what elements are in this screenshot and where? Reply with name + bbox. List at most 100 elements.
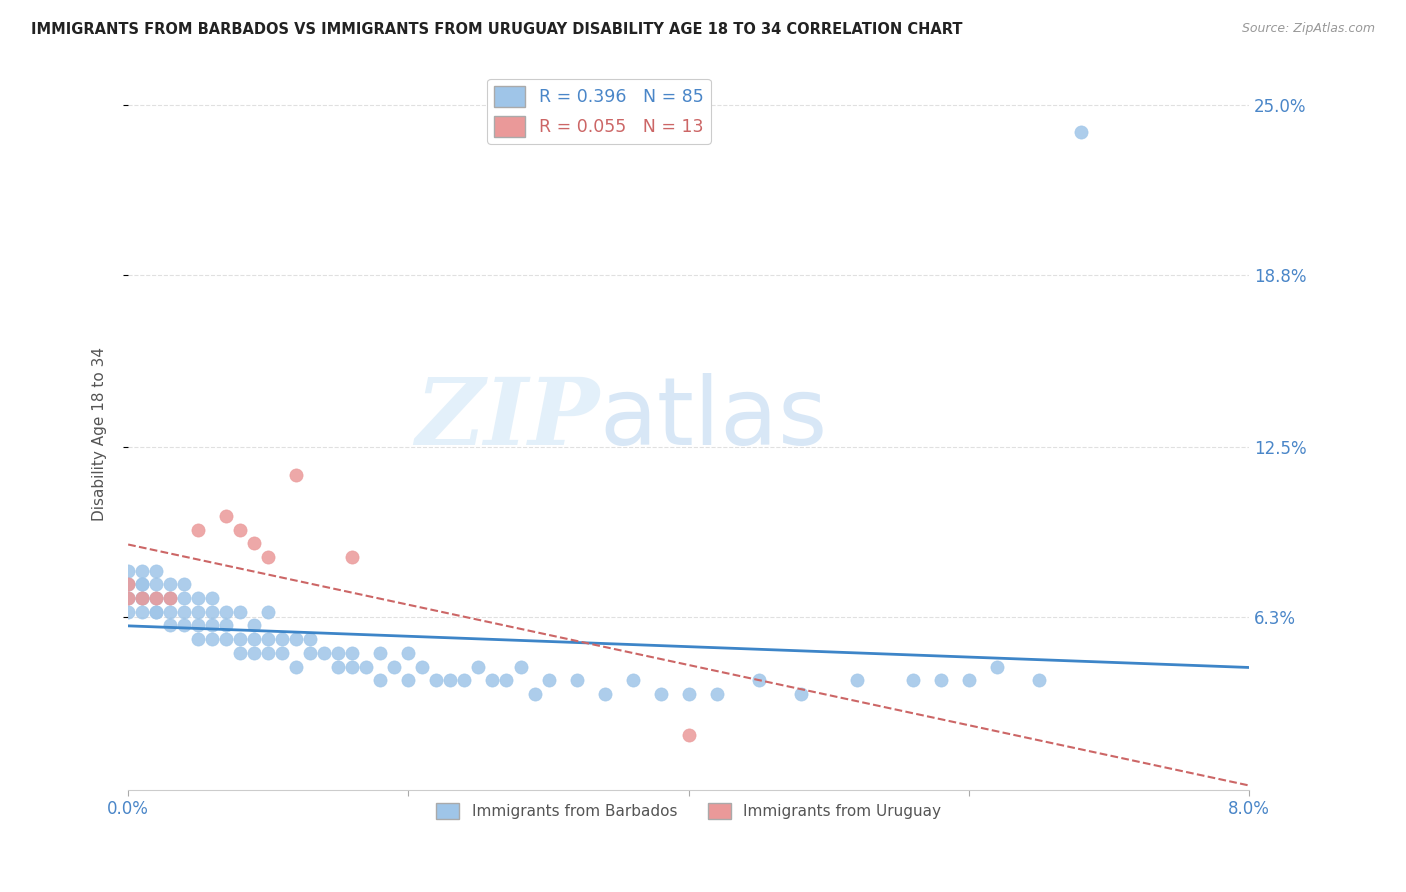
Point (523, 687, 546, 701)
Point (396, 646, 419, 660)
Point (748, 673, 770, 688)
Point (271, 646, 294, 660)
Point (173, 591, 195, 606)
Point (678, 687, 700, 701)
Point (229, 605, 252, 619)
Point (145, 591, 167, 606)
Point (1028, 673, 1050, 688)
Point (621, 673, 644, 688)
Point (215, 605, 238, 619)
Point (370, 646, 392, 660)
Point (201, 632, 224, 647)
Point (159, 577, 181, 591)
Point (131, 605, 153, 619)
Point (159, 605, 181, 619)
Point (229, 523, 252, 537)
Point (342, 549, 364, 564)
Point (215, 508, 238, 523)
Point (173, 577, 195, 591)
Point (328, 659, 350, 673)
Point (299, 646, 322, 660)
Point (243, 618, 266, 632)
Point (565, 673, 588, 688)
Point (706, 687, 728, 701)
Point (342, 646, 364, 660)
Point (396, 673, 419, 688)
Point (467, 659, 489, 673)
Text: Source: ZipAtlas.com: Source: ZipAtlas.com (1241, 22, 1375, 36)
Point (187, 618, 209, 632)
Point (187, 605, 209, 619)
Point (328, 646, 350, 660)
Point (285, 632, 308, 647)
Point (384, 659, 406, 673)
Point (439, 673, 461, 688)
Point (159, 591, 181, 606)
Point (131, 564, 153, 578)
Point (314, 646, 336, 660)
Point (229, 646, 252, 660)
Point (201, 605, 224, 619)
Point (593, 687, 616, 701)
Point (929, 673, 952, 688)
Point (299, 632, 322, 647)
Point (257, 549, 280, 564)
Point (201, 591, 224, 606)
Point (159, 591, 181, 606)
Text: IMMIGRANTS FROM BARBADOS VS IMMIGRANTS FROM URUGUAY DISABILITY AGE 18 TO 34 CORR: IMMIGRANTS FROM BARBADOS VS IMMIGRANTS F… (31, 22, 963, 37)
Text: ZIP: ZIP (415, 375, 599, 465)
Point (187, 591, 209, 606)
Point (117, 577, 139, 591)
Point (271, 632, 294, 647)
Point (131, 591, 153, 606)
Point (173, 618, 195, 632)
Point (173, 605, 195, 619)
Point (117, 591, 139, 606)
Point (257, 646, 280, 660)
Point (481, 673, 503, 688)
Point (901, 673, 924, 688)
Point (117, 605, 139, 619)
Point (1070, 125, 1092, 139)
Point (257, 632, 280, 647)
Point (342, 659, 364, 673)
Point (145, 605, 167, 619)
Point (509, 659, 531, 673)
Point (145, 605, 167, 619)
Text: atlas: atlas (599, 374, 827, 466)
Point (411, 659, 433, 673)
Point (537, 673, 560, 688)
Point (117, 564, 139, 578)
Point (131, 577, 153, 591)
Point (285, 467, 308, 482)
Point (243, 536, 266, 550)
Point (425, 673, 447, 688)
Point (131, 591, 153, 606)
Point (159, 618, 181, 632)
Point (187, 632, 209, 647)
Point (495, 673, 517, 688)
Point (790, 687, 813, 701)
Point (650, 687, 672, 701)
Point (201, 618, 224, 632)
Point (131, 591, 153, 606)
Point (131, 577, 153, 591)
Point (453, 673, 475, 688)
Point (678, 728, 700, 742)
Point (370, 673, 392, 688)
Point (145, 564, 167, 578)
Point (356, 659, 378, 673)
Point (285, 659, 308, 673)
Point (229, 632, 252, 647)
Point (117, 577, 139, 591)
Point (986, 659, 1008, 673)
Point (845, 673, 868, 688)
Point (187, 523, 209, 537)
Point (145, 591, 167, 606)
Legend: Immigrants from Barbados, Immigrants from Uruguay: Immigrants from Barbados, Immigrants fro… (430, 797, 946, 825)
Point (215, 632, 238, 647)
Point (243, 632, 266, 647)
Point (257, 605, 280, 619)
Y-axis label: Disability Age 18 to 34: Disability Age 18 to 34 (93, 347, 107, 521)
Point (243, 646, 266, 660)
